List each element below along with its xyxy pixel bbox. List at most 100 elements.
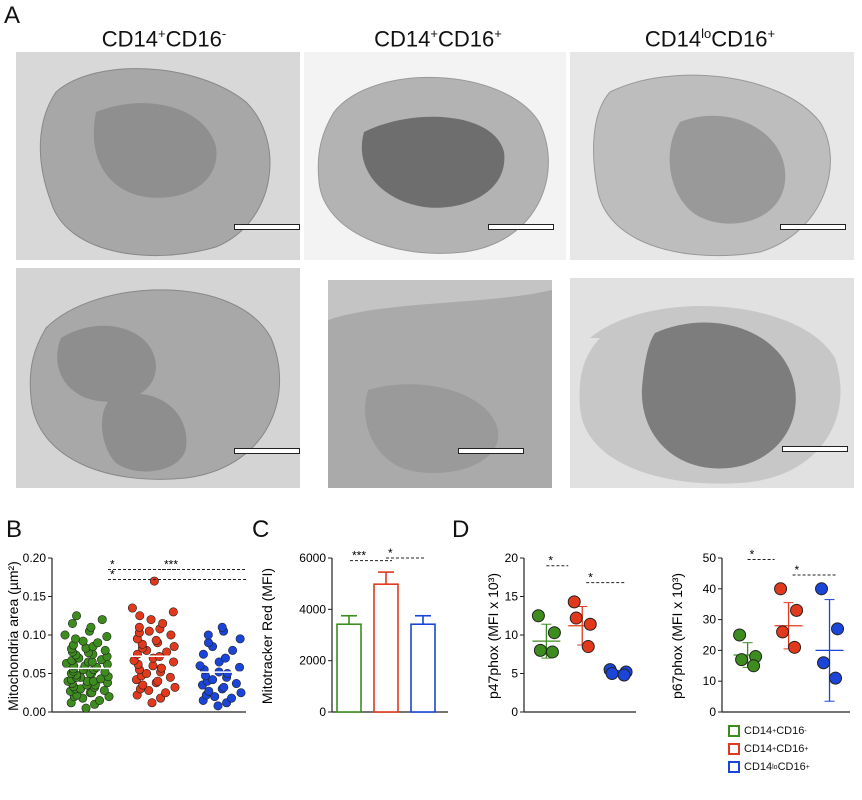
chart-d1-y-tick-label: 10 bbox=[505, 628, 519, 642]
chart-b-point bbox=[142, 669, 152, 679]
chart-d2-significance-label: * bbox=[750, 548, 755, 562]
chart-b-y-tick-label: 0.05 bbox=[23, 667, 47, 681]
chart-d1-point bbox=[531, 609, 545, 623]
em-image-cd14pos-cd16neg-bottom bbox=[16, 268, 300, 488]
chart-b-point bbox=[231, 679, 241, 689]
chart-b-point bbox=[86, 622, 96, 632]
chart-b-point bbox=[102, 632, 112, 642]
chart-b-point bbox=[158, 618, 168, 628]
chart-b-point bbox=[153, 676, 163, 686]
chart-b-point bbox=[204, 686, 214, 696]
chart-b-point bbox=[97, 615, 107, 625]
chart-b-point bbox=[168, 607, 178, 617]
chart-b-point bbox=[144, 626, 154, 636]
chart-c-bar bbox=[410, 623, 436, 713]
chart-c-y-tick-label: 2000 bbox=[299, 654, 326, 668]
chart-d1-y-tick-label: 0 bbox=[511, 705, 518, 719]
chart-d2-y-tick-label: 40 bbox=[703, 582, 717, 596]
chart-b-point bbox=[220, 653, 230, 663]
chart-b-point bbox=[100, 645, 110, 655]
chart-d2-point bbox=[747, 659, 761, 673]
chart-c-ylabel: Mitotracker Red (MFI) bbox=[259, 568, 275, 704]
legend-swatch bbox=[728, 743, 740, 755]
scale-bar bbox=[780, 224, 846, 230]
chart-b-y-tick-label: 0.10 bbox=[23, 628, 47, 642]
chart-b-point bbox=[203, 630, 213, 640]
chart-b-point bbox=[149, 576, 159, 586]
legend-item-blue: CD14 lo CD16 + bbox=[728, 758, 810, 776]
chart-b-point bbox=[78, 636, 88, 646]
chart-b-ylabel: Mitochondria area (µm²) bbox=[5, 561, 21, 711]
chart-c-bar bbox=[336, 623, 362, 713]
chart-b-point bbox=[228, 645, 238, 655]
chart-d-p47phox: p47phox (MFI x 10³) 0 5 10 15 20 * * bbox=[485, 551, 636, 719]
chart-b-point bbox=[161, 688, 171, 698]
chart-d-p67phox: p67phox (MFI x 10³) 0 10 20 30 40 50 * * bbox=[669, 548, 850, 719]
chart-b-mitochondria-area: Mitochondria area (µm²) 0.00 0.05 0.10 0.15… bbox=[5, 551, 246, 719]
scale-bar bbox=[782, 446, 848, 452]
panel-label-d: D bbox=[452, 516, 470, 543]
chart-c-significance-label: * bbox=[388, 546, 393, 560]
chart-d1-y-tick-label: 15 bbox=[505, 590, 519, 604]
chart-b-y-tick-label: 0.20 bbox=[23, 551, 47, 565]
column-title-cd14lo-cd16pos: CD14loCD16+ bbox=[644, 26, 776, 52]
chart-b-point bbox=[235, 634, 245, 644]
panel-label-b: B bbox=[6, 516, 23, 543]
chart-d1-point bbox=[533, 643, 547, 657]
legend-item-red: CD14 + CD16 + bbox=[728, 740, 810, 758]
chart-d2-y-tick-label: 10 bbox=[703, 674, 717, 688]
chart-b-point bbox=[227, 693, 237, 703]
chart-b-significance-label: * bbox=[110, 558, 115, 572]
em-image-cd14pos-cd16pos-bottom bbox=[328, 280, 552, 488]
column-title-cd14pos-cd16pos: CD14+CD16+ bbox=[374, 26, 502, 52]
chart-d1-point bbox=[567, 595, 581, 609]
chart-d2-y-tick-label: 20 bbox=[703, 643, 717, 657]
chart-b-point bbox=[169, 657, 179, 667]
chart-b-point bbox=[235, 662, 245, 672]
chart-d1-point bbox=[583, 617, 597, 631]
chart-d1-significance-label: * bbox=[588, 571, 593, 585]
panel-label-a: A bbox=[4, 2, 21, 29]
chart-d1-y-tick-label: 5 bbox=[511, 667, 518, 681]
chart-d1-ylabel: p47phox (MFI x 10³) bbox=[485, 573, 501, 699]
chart-c-y-tick-label: 0 bbox=[319, 705, 326, 719]
scale-bar bbox=[488, 224, 554, 230]
chart-b-point bbox=[93, 638, 103, 648]
chart-d1-point bbox=[547, 626, 561, 640]
chart-b-point bbox=[71, 634, 81, 644]
chart-b-point bbox=[81, 703, 91, 713]
chart-b-point bbox=[195, 661, 205, 671]
chart-b-point bbox=[222, 669, 232, 679]
chart-b-significance-label: * bbox=[110, 568, 115, 582]
scale-bar bbox=[234, 224, 300, 230]
em-image-cd14pos-cd16neg-top bbox=[16, 52, 300, 260]
chart-b-point bbox=[60, 630, 70, 640]
chart-d2-point bbox=[788, 640, 802, 654]
chart-d2-point bbox=[817, 656, 831, 670]
legend-swatch bbox=[728, 725, 740, 737]
chart-b-y-tick-label: 0.00 bbox=[23, 705, 47, 719]
chart-b-point bbox=[138, 680, 148, 690]
chart-b-point bbox=[146, 615, 156, 625]
chart-b-point bbox=[134, 622, 144, 632]
chart-c-y-tick-label: 6000 bbox=[299, 551, 326, 565]
chart-b-point bbox=[156, 663, 166, 673]
chart-d2-point bbox=[776, 625, 790, 639]
column-title-cd14pos-cd16neg: CD14+CD16- bbox=[101, 26, 227, 52]
em-image-cd14pos-cd16pos-top bbox=[304, 52, 566, 260]
chart-b-point bbox=[213, 701, 223, 711]
chart-b-point bbox=[148, 661, 158, 671]
chart-d1-point bbox=[545, 645, 559, 659]
chart-b-significance-label: *** bbox=[164, 558, 178, 572]
chart-d2-point bbox=[790, 603, 804, 617]
chart-d2-ylabel: p67phox (MFI x 10³) bbox=[669, 573, 685, 699]
chart-d2-point bbox=[774, 582, 788, 596]
chart-b-point bbox=[217, 622, 227, 632]
em-image-cd14lo-cd16pos-top bbox=[570, 52, 854, 260]
chart-b-point bbox=[203, 638, 213, 648]
chart-b-point bbox=[169, 642, 179, 652]
chart-c-significance-label: *** bbox=[352, 549, 366, 563]
chart-b-point bbox=[236, 688, 246, 698]
chart-d2-point bbox=[733, 628, 747, 642]
em-image-cd14lo-cd16pos-bottom bbox=[570, 278, 854, 488]
